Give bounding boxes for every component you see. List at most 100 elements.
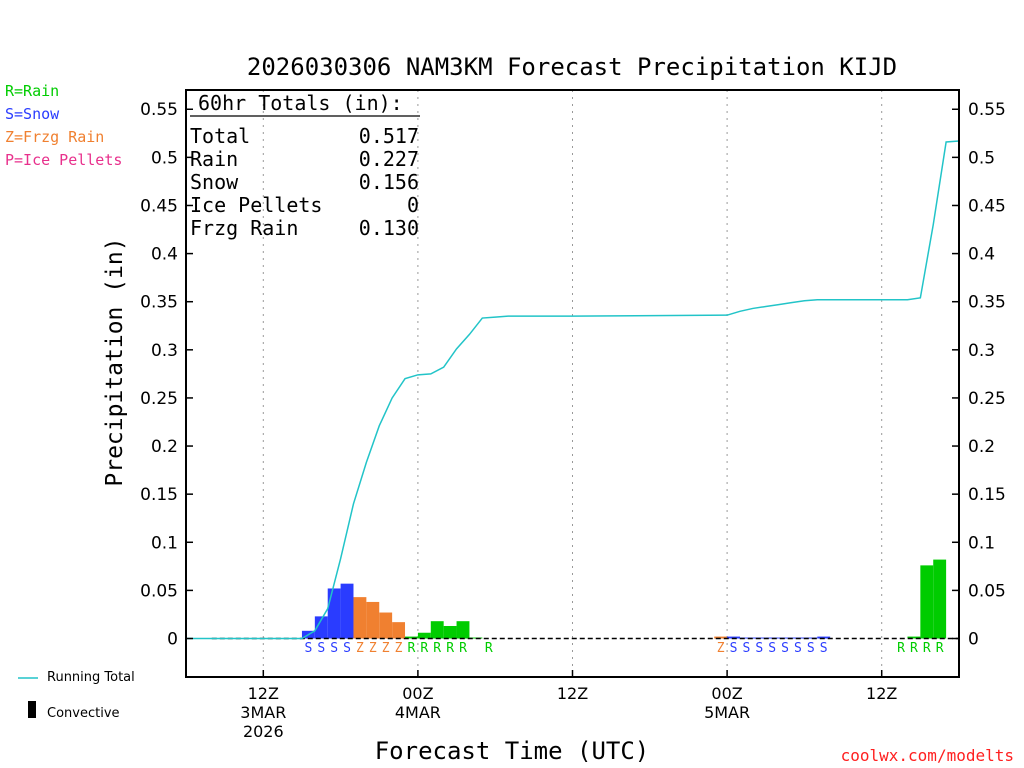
type-marker: S	[781, 641, 789, 656]
y-tick-label-right: 0.55	[968, 100, 1006, 120]
y-tick-label: 0.15	[140, 485, 178, 505]
axes: 0 0 0.05 0.05 0.1 0.1 0.15 0.15 0.2 0.2 0.25 0.25 0.…	[140, 89, 1006, 741]
totals-row-label: Total	[190, 124, 250, 148]
precip-bar	[739, 637, 753, 639]
precip-bar	[920, 565, 934, 639]
precip-bar	[727, 636, 740, 639]
legend-frzg-rain: Z=Frzg Rain	[5, 128, 105, 146]
precip-bar	[392, 622, 406, 639]
type-marker: R	[923, 641, 931, 656]
type-marker: R	[936, 641, 944, 656]
x-tick-label: 00Z	[402, 684, 433, 703]
precip-bar	[907, 636, 921, 639]
type-marker: R	[408, 641, 416, 656]
precip-bar	[340, 583, 354, 639]
y-tick-label: 0	[167, 630, 178, 650]
precip-bar	[817, 636, 831, 639]
y-tick-label-right: 0.4	[968, 245, 995, 265]
precip-bar	[353, 597, 367, 639]
y-tick-label-right: 0.45	[968, 196, 1006, 216]
precip-bar	[714, 636, 728, 639]
totals-row-label: Ice Pellets	[190, 193, 322, 217]
y-tick-label: 0.1	[151, 533, 178, 553]
type-marker: S	[794, 641, 802, 656]
type-marker: S	[330, 641, 338, 656]
precip-bar	[778, 637, 792, 639]
precip-bar	[379, 612, 393, 639]
precip-bar	[327, 588, 341, 639]
type-marker: R	[910, 641, 918, 656]
totals-row-value: 0.130	[359, 216, 419, 240]
precip-bar	[933, 559, 947, 639]
x-tick-label: 12Z	[557, 684, 588, 703]
y-tick-label-right: 0.3	[968, 341, 995, 361]
type-marker: S	[820, 641, 828, 656]
y-tick-label-right: 0.35	[968, 293, 1006, 313]
precip-bar	[804, 637, 818, 639]
running-total-label: Running Total	[47, 670, 135, 685]
precip-bar	[366, 601, 380, 639]
totals-heading: 60hr Totals (in):	[198, 91, 403, 115]
y-tick-label: 0.2	[151, 437, 178, 457]
x-tick-label: 12Z	[866, 684, 897, 703]
x-tick-label: 4MAR	[395, 703, 441, 722]
convective-label: Convective	[47, 706, 120, 721]
type-marker: Z	[395, 641, 403, 656]
y-tick-label-right: 0.05	[968, 581, 1006, 601]
y-axis-label: Precipitation (in)	[102, 237, 128, 486]
precip-bar	[314, 616, 328, 639]
y-tick-label-right: 0.2	[968, 437, 995, 457]
x-axis-label: Forecast Time (UTC)	[375, 737, 650, 765]
x-tick-label: 2026	[243, 722, 284, 741]
totals-box: 60hr Totals (in): Total 0.517 Rain 0.227 Sno…	[190, 91, 420, 240]
totals-row-value: 0.156	[359, 170, 419, 194]
grid-lines	[262, 90, 883, 677]
type-marker: S	[730, 641, 738, 656]
type-marker: S	[304, 641, 312, 656]
precip-bar	[405, 636, 418, 639]
type-marker: Z	[382, 641, 390, 656]
convective-swatch	[28, 701, 36, 718]
type-marker: S	[807, 641, 815, 656]
precip-bar	[443, 625, 457, 639]
legend-snow: S=Snow	[5, 105, 60, 123]
x-tick-label: 12Z	[248, 684, 279, 703]
credit-text: coolwx.com/modelts	[840, 746, 1014, 765]
type-marker: R	[897, 641, 905, 656]
totals-row-value: 0	[407, 193, 419, 217]
x-tick-label: 5MAR	[704, 703, 750, 722]
type-marker: Z	[356, 641, 364, 656]
precip-bar	[430, 621, 444, 639]
y-tick-label: 0.05	[140, 581, 178, 601]
y-tick-label: 0.55	[140, 100, 178, 120]
x-tick-label: 00Z	[711, 684, 742, 703]
type-marker: R	[446, 641, 454, 656]
y-tick-label: 0.25	[140, 389, 178, 409]
y-tick-label: 0.35	[140, 293, 178, 313]
type-marker: R	[459, 641, 467, 656]
running-total-line	[186, 140, 960, 640]
type-marker: S	[317, 641, 325, 656]
y-tick-label-right: 0	[968, 630, 979, 650]
totals-row-label: Rain	[190, 147, 238, 171]
type-marker: S	[755, 641, 763, 656]
y-tick-label-right: 0.1	[968, 533, 995, 553]
precip-bar	[417, 632, 431, 639]
y-tick-label: 0.5	[151, 148, 178, 168]
bar-series	[301, 559, 947, 639]
type-marker: R	[420, 641, 428, 656]
precip-bar	[456, 621, 470, 639]
totals-row-value: 0.517	[359, 124, 419, 148]
type-marker: S	[768, 641, 776, 656]
type-marker: S	[743, 641, 751, 656]
type-marker: R	[433, 641, 441, 656]
type-marker: R	[485, 641, 493, 656]
y-tick-label: 0.45	[140, 196, 178, 216]
y-tick-label-right: 0.15	[968, 485, 1006, 505]
totals-row-label: Frzg Rain	[190, 216, 298, 240]
totals-row-value: 0.227	[359, 147, 419, 171]
y-tick-label-right: 0.5	[968, 148, 995, 168]
type-marker: Z	[717, 641, 725, 656]
